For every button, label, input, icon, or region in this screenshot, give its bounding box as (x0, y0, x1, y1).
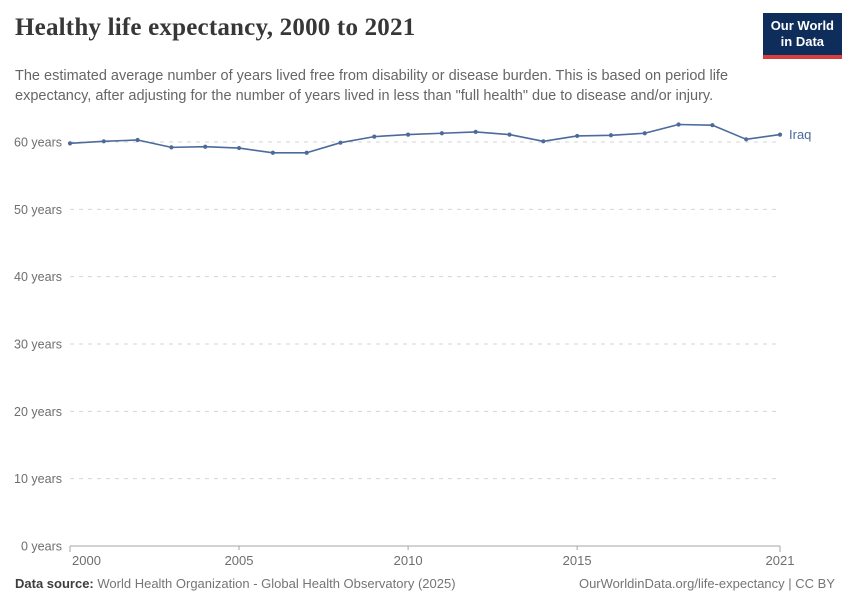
data-point[interactable] (642, 130, 647, 135)
data-point[interactable] (304, 150, 309, 155)
x-tick-label: 2015 (563, 553, 592, 568)
footer-right: OurWorldinData.org/life-expectancy | CC … (579, 576, 835, 591)
page-title: Healthy life expectancy, 2000 to 2021 (15, 14, 416, 41)
data-point[interactable] (507, 131, 512, 137)
data-point[interactable] (67, 140, 73, 145)
data-point[interactable] (270, 150, 275, 155)
x-tick-label: 2010 (394, 553, 423, 568)
data-source-text: World Health Organization - Global Healt… (97, 576, 456, 591)
data-point[interactable] (608, 132, 614, 137)
data-point[interactable] (169, 144, 174, 149)
y-tick-label: 30 years (14, 337, 62, 351)
data-point[interactable] (676, 121, 681, 127)
owid-logo-line2: in Data (780, 34, 825, 50)
y-tick-label: 50 years (14, 202, 62, 216)
data-point[interactable] (338, 140, 343, 145)
y-tick-label: 60 years (14, 135, 62, 149)
chart-header: Healthy life expectancy, 2000 to 2021 Ou… (0, 0, 850, 59)
y-tick-label: 20 years (14, 404, 62, 418)
data-source-label: Data source: (15, 576, 94, 591)
data-point[interactable] (203, 144, 208, 149)
data-point[interactable] (473, 129, 478, 134)
data-point[interactable] (541, 138, 546, 143)
data-source: Data source: World Health Organization -… (15, 576, 456, 591)
chart-footer: Data source: World Health Organization -… (0, 576, 850, 591)
license-text: | CC BY (788, 576, 835, 591)
data-point[interactable] (372, 134, 377, 139)
y-tick-label: 10 years (14, 472, 62, 486)
data-point[interactable] (575, 133, 580, 138)
owid-logo-line1: Our World (770, 18, 834, 33)
data-point[interactable] (744, 136, 749, 141)
x-tick-label: 2000 (72, 553, 101, 568)
line-chart[interactable]: 0 years 10 years 20 years 30 years 40 years 5… (0, 110, 850, 572)
x-tick-label: 2021 (766, 553, 795, 568)
data-point[interactable] (101, 138, 106, 143)
data-line (69, 123, 781, 154)
series-label-iraq[interactable]: Iraq (789, 127, 811, 142)
x-tick-label: 2005 (225, 553, 254, 568)
y-tick-label: 0 years (21, 539, 62, 553)
data-point[interactable] (777, 131, 783, 137)
owid-link[interactable]: OurWorldinData.org/life-expectancy (578, 576, 785, 591)
chart-subtitle: The estimated average number of years li… (15, 67, 729, 104)
data-point[interactable] (439, 130, 445, 135)
data-point[interactable] (405, 131, 411, 137)
data-point[interactable] (710, 122, 715, 127)
y-tick-label: 40 years (14, 270, 62, 284)
data-point[interactable] (135, 137, 140, 142)
owid-logo[interactable]: Our World in Data (762, 13, 842, 59)
data-point[interactable] (236, 145, 242, 150)
